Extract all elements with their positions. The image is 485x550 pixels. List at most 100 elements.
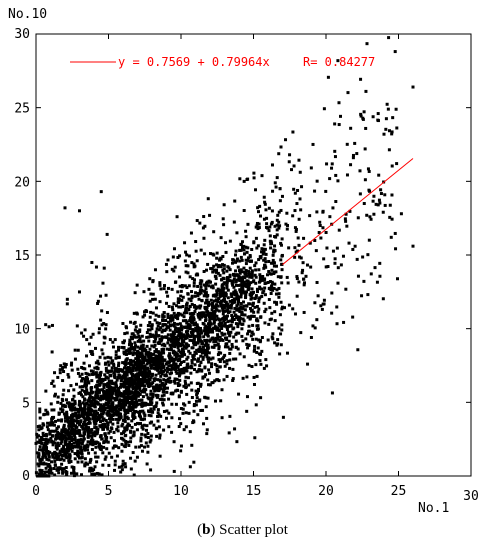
data-point: [247, 324, 251, 328]
data-point: [192, 303, 196, 307]
data-point: [100, 323, 104, 327]
data-point: [215, 263, 219, 267]
data-point: [200, 340, 204, 344]
data-point: [175, 339, 179, 343]
data-point: [150, 396, 154, 400]
x-tick-label: 25: [391, 484, 407, 499]
data-point: [293, 246, 297, 250]
data-point: [351, 315, 355, 319]
data-point: [205, 301, 209, 305]
data-point: [285, 227, 289, 231]
data-point: [56, 418, 60, 422]
data-point: [218, 335, 222, 339]
data-point: [136, 362, 140, 366]
data-point: [241, 275, 245, 279]
data-point: [187, 349, 191, 353]
data-point: [47, 462, 51, 466]
data-point: [240, 240, 244, 244]
data-point: [299, 331, 303, 335]
data-point: [79, 438, 83, 442]
data-point: [234, 332, 238, 336]
data-point: [151, 279, 155, 283]
data-point: [149, 468, 153, 472]
data-point: [390, 217, 394, 221]
data-point: [262, 243, 266, 247]
data-point: [344, 219, 348, 223]
data-point: [399, 212, 403, 216]
data-point: [95, 365, 99, 369]
data-point: [260, 335, 264, 339]
data-point: [113, 459, 117, 463]
data-point: [91, 443, 95, 447]
data-point: [121, 374, 125, 378]
data-point: [89, 389, 93, 393]
data-point: [116, 394, 120, 398]
data-point: [131, 382, 135, 386]
data-point: [252, 171, 256, 175]
data-point: [190, 302, 194, 306]
data-point: [375, 280, 379, 284]
data-point: [140, 344, 144, 348]
data-point: [195, 391, 199, 395]
data-point: [240, 286, 244, 290]
data-point: [253, 273, 257, 277]
data-point: [242, 266, 246, 270]
data-point: [336, 179, 340, 183]
data-point: [140, 398, 144, 402]
data-point: [256, 227, 260, 231]
data-point: [313, 326, 317, 330]
data-point: [197, 399, 201, 403]
data-point: [322, 107, 326, 111]
data-point: [59, 435, 63, 439]
data-point: [159, 354, 163, 358]
data-point: [47, 471, 51, 475]
data-point: [181, 407, 185, 411]
data-point: [263, 286, 267, 290]
data-point: [270, 268, 274, 272]
data-point: [177, 354, 181, 358]
data-point: [245, 395, 249, 399]
data-point: [178, 336, 182, 340]
data-point: [194, 334, 198, 338]
data-point: [47, 458, 51, 462]
data-point: [82, 434, 86, 438]
data-point: [196, 294, 200, 298]
data-point: [43, 470, 47, 474]
data-point: [105, 388, 109, 392]
data-point: [82, 437, 86, 441]
data-point: [203, 366, 207, 370]
data-point: [139, 340, 143, 344]
data-point: [230, 301, 234, 305]
data-point: [221, 298, 225, 302]
data-point: [223, 364, 227, 368]
data-point: [177, 328, 181, 332]
data-point: [88, 392, 92, 396]
data-point: [211, 315, 215, 319]
data-point: [279, 208, 283, 212]
data-point: [148, 320, 152, 324]
data-point: [40, 448, 44, 452]
data-point: [233, 290, 237, 294]
data-point: [159, 369, 163, 373]
data-point: [198, 313, 202, 317]
data-point: [277, 326, 281, 330]
data-point: [280, 305, 284, 309]
data-point: [186, 355, 190, 359]
data-point: [85, 338, 89, 342]
data-point: [62, 425, 66, 429]
data-point: [232, 297, 236, 301]
data-point: [175, 330, 179, 334]
data-point: [205, 355, 209, 359]
data-point: [178, 284, 182, 288]
data-point: [191, 277, 195, 281]
y-tick-label: 10: [14, 323, 30, 338]
data-point: [133, 416, 137, 420]
data-point: [205, 350, 209, 354]
data-point: [175, 371, 179, 375]
data-point: [366, 167, 370, 171]
data-point: [83, 389, 87, 393]
data-point: [251, 323, 255, 327]
data-point: [186, 376, 190, 380]
data-point: [286, 223, 290, 227]
data-point: [69, 363, 73, 367]
